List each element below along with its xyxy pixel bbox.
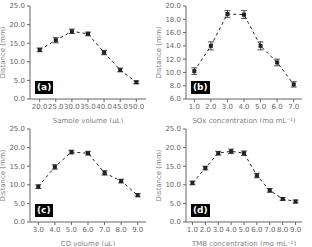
svg-text:20.0: 20.0 [32, 103, 48, 111]
svg-text:45.0: 45.0 [112, 103, 128, 111]
svg-text:4.0: 4.0 [49, 226, 60, 234]
svg-text:7.0: 7.0 [99, 226, 110, 234]
html-text:(c): (c) [37, 205, 51, 215]
svg-text:CD volume (μL): CD volume (μL) [61, 240, 116, 246]
svg-text:6.0: 6.0 [251, 226, 262, 234]
svg-text:20.0: 20.0 [9, 21, 25, 29]
svg-text:SOx concentration (mg mL⁻¹): SOx concentration (mg mL⁻¹) [192, 117, 295, 123]
svg-text:5.0: 5.0 [14, 77, 25, 85]
svg-text:3.0: 3.0 [213, 226, 224, 234]
svg-text:3.0: 3.0 [33, 226, 44, 234]
svg-text:9.0: 9.0 [290, 226, 301, 234]
svg-text:10.0: 10.0 [9, 58, 25, 66]
svg-text:15.0: 15.0 [9, 40, 25, 48]
svg-text:20.0: 20.0 [165, 2, 181, 10]
svg-text:2.0: 2.0 [200, 226, 211, 234]
svg-text:Distance (mm): Distance (mm) [156, 26, 163, 78]
svg-text:2.0: 2.0 [205, 103, 216, 111]
svg-text:16.0: 16.0 [165, 29, 181, 37]
svg-text:TMB concentration (mg mL⁻¹): TMB concentration (mg mL⁻¹) [191, 240, 296, 246]
svg-text:30.0: 30.0 [64, 103, 80, 111]
svg-text:20.0: 20.0 [165, 144, 181, 152]
svg-text:8.0: 8.0 [170, 82, 181, 90]
svg-text:10.0: 10.0 [165, 69, 181, 77]
html-text:(a): (a) [37, 82, 52, 92]
html-text:(b): (b) [193, 82, 208, 92]
svg-text:25.0: 25.0 [9, 2, 25, 10]
html-text:(d): (d) [193, 205, 208, 215]
svg-text:9.0: 9.0 [132, 226, 143, 234]
svg-text:Distance (mm): Distance (mm) [156, 149, 163, 201]
svg-text:50.0: 50.0 [129, 103, 145, 111]
svg-text:18.0: 18.0 [165, 16, 181, 24]
svg-text:3.0: 3.0 [222, 103, 233, 111]
svg-text:5.0: 5.0 [255, 103, 266, 111]
svg-text:5.0: 5.0 [66, 226, 77, 234]
svg-text:0.0: 0.0 [14, 95, 25, 103]
svg-text:14.0: 14.0 [165, 42, 181, 50]
svg-text:6.0: 6.0 [170, 95, 181, 103]
svg-text:5.0: 5.0 [170, 200, 181, 208]
svg-text:10.0: 10.0 [165, 181, 181, 189]
svg-text:8.0: 8.0 [277, 226, 288, 234]
svg-text:1.0: 1.0 [187, 226, 198, 234]
svg-text:5.0: 5.0 [238, 226, 249, 234]
svg-text:7.0: 7.0 [288, 103, 299, 111]
svg-text:35.0: 35.0 [80, 103, 96, 111]
svg-text:4.0: 4.0 [238, 103, 249, 111]
svg-text:7.0: 7.0 [264, 226, 275, 234]
svg-text:0.0: 0.0 [170, 218, 181, 226]
svg-text:6.0: 6.0 [272, 103, 283, 111]
svg-text:6.0: 6.0 [82, 226, 93, 234]
svg-text:5.0: 5.0 [14, 200, 25, 208]
svg-text:12.0: 12.0 [165, 56, 181, 64]
svg-text:15.0: 15.0 [9, 163, 25, 171]
svg-text:15.0: 15.0 [165, 163, 181, 171]
svg-text:10.0: 10.0 [9, 181, 25, 189]
svg-text:4.0: 4.0 [226, 226, 237, 234]
svg-text:25.0: 25.0 [48, 103, 64, 111]
svg-text:1.0: 1.0 [189, 103, 200, 111]
svg-text:25.0: 25.0 [165, 125, 181, 133]
svg-text:0.0: 0.0 [14, 218, 25, 226]
svg-text:20.0: 20.0 [9, 144, 25, 152]
svg-text:Sample volume (μL): Sample volume (μL) [53, 117, 124, 123]
svg-text:40.0: 40.0 [96, 103, 112, 111]
svg-text:8.0: 8.0 [116, 226, 127, 234]
svg-text:25.0: 25.0 [9, 125, 25, 133]
